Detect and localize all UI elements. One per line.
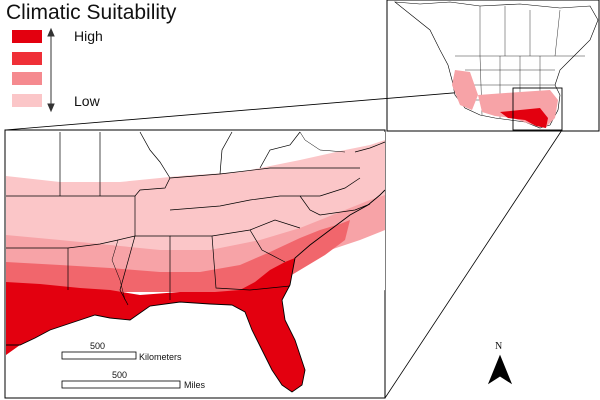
legend-swatch-low <box>12 94 42 107</box>
inset-suitability-west <box>452 70 478 110</box>
rivers <box>111 131 346 301</box>
scale-mi-unit: Miles <box>184 380 206 390</box>
inset-map <box>394 1 599 131</box>
legend-swatch-medium-high <box>12 52 42 65</box>
scale-bar-miles <box>61 380 181 389</box>
legend-swatch-medium-low <box>12 72 42 85</box>
state-boundaries <box>6 131 386 306</box>
inset-suitability-high <box>500 108 548 128</box>
scale-km-value: 500 <box>90 341 106 351</box>
inset-leader-lines <box>4 87 563 399</box>
legend-swatch-high <box>12 30 42 43</box>
inset-focus-box <box>512 87 563 131</box>
north-arrow-icon <box>487 354 513 385</box>
legend-high-label: High <box>74 28 103 44</box>
legend-low-label: Low <box>74 93 100 109</box>
suitability-medium-high-zone <box>6 220 350 292</box>
map-title: Climatic Suitability <box>6 1 177 24</box>
legend-arrow-icon <box>47 27 55 113</box>
scale-km-unit: Kilometers <box>139 352 182 362</box>
main-map <box>6 131 386 395</box>
scale-bar-km <box>61 351 137 360</box>
coastline <box>6 189 386 393</box>
suitability-high-zone <box>6 258 305 392</box>
scale-mi-value: 500 <box>112 370 128 380</box>
north-arrow-label: N <box>495 341 503 352</box>
